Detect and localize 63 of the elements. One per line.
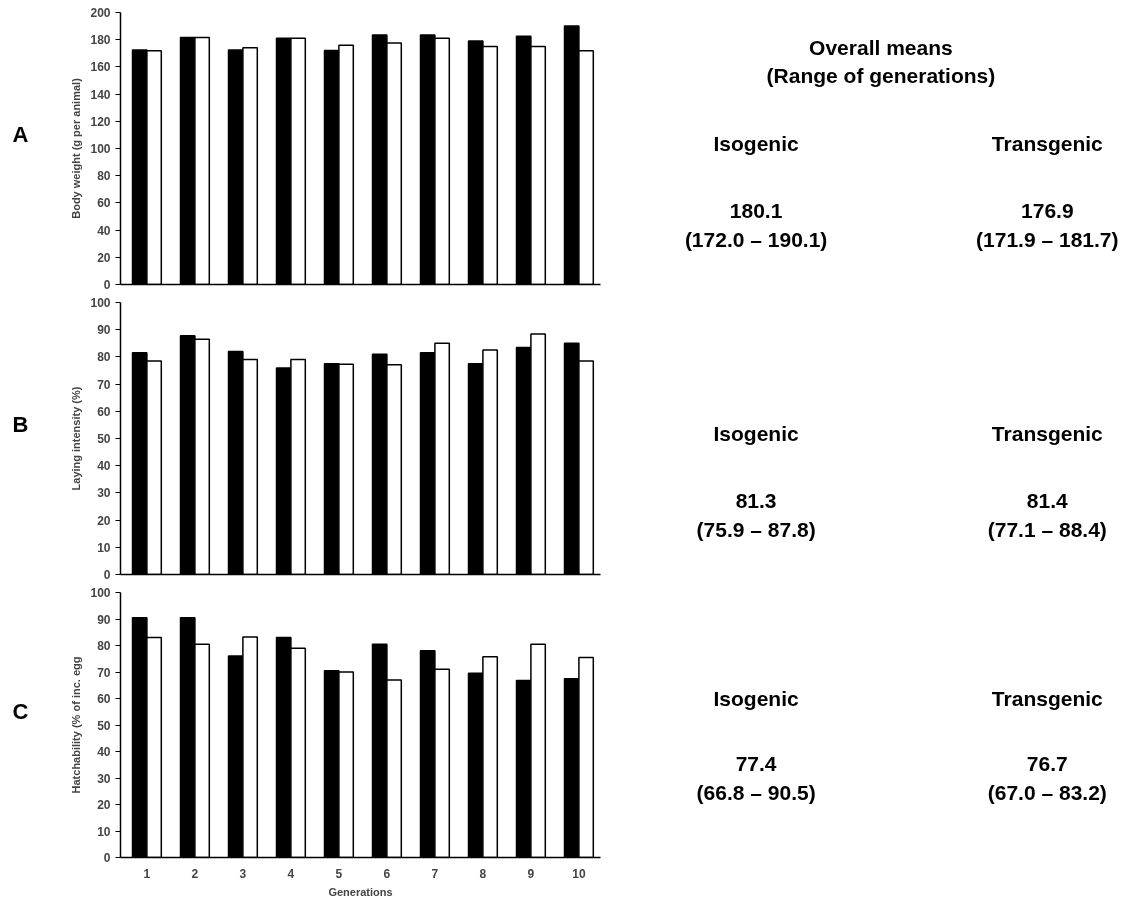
text: Isogenic <box>713 421 800 445</box>
y-tick-label: 80 <box>97 169 111 184</box>
y-tick-label: 0 <box>103 568 111 582</box>
text: Isogenic <box>713 687 800 710</box>
y-tick-label: 70 <box>97 665 111 680</box>
y-tick-label: 50 <box>97 718 111 733</box>
y-tick-label: 50 <box>97 432 111 446</box>
text: Overall means (Range of generations) <box>766 35 996 88</box>
y-tick-label: 100 <box>90 142 111 156</box>
text: 176.9 (171.9 – 181.7) <box>976 198 1119 251</box>
y-tick-label: 60 <box>97 404 111 419</box>
x-tick-label: 2 <box>191 866 199 881</box>
y-tick-label: 200 <box>90 6 111 20</box>
y-axis-title: Laying intensity (%) <box>70 386 83 491</box>
y-tick-label: 90 <box>97 323 111 338</box>
y-tick-label: 140 <box>90 87 111 102</box>
x-tick-label: 9 <box>527 866 535 881</box>
text: Transgenic <box>991 687 1104 710</box>
text: Transgenic <box>991 421 1104 445</box>
text: 77.4 (66.8 – 90.5) <box>696 752 816 804</box>
y-tick-label: 60 <box>97 692 111 706</box>
y-tick-label: 100 <box>90 586 111 600</box>
y-tick-label: 20 <box>97 250 111 265</box>
text: 81.4 (77.1 – 88.4) <box>987 488 1107 541</box>
x-tick-label: 6 <box>383 866 391 881</box>
y-tick-label: 90 <box>97 612 111 627</box>
y-tick-label: 40 <box>97 459 111 474</box>
y-tick-label: 0 <box>103 851 111 865</box>
y-tick-label: 100 <box>90 296 111 310</box>
y-tick-label: 60 <box>97 196 111 211</box>
text: 180.1 (172.0 – 190.1) <box>684 198 828 251</box>
y-tick-label: 40 <box>97 223 111 238</box>
y-tick-label: 80 <box>97 639 111 653</box>
y-tick-label: 0 <box>103 278 111 292</box>
y-tick-label: 40 <box>97 745 111 759</box>
y-tick-label: 20 <box>97 513 111 528</box>
x-axis-title: Generations <box>328 885 393 898</box>
text: Transgenic <box>991 131 1104 155</box>
text: B <box>12 412 29 438</box>
y-tick-label: 30 <box>97 771 111 786</box>
text: 76.7 (67.0 – 83.2) <box>987 752 1107 804</box>
x-tick-label: 4 <box>287 866 295 881</box>
y-tick-label: 120 <box>90 114 111 129</box>
y-tick-label: 20 <box>97 798 111 812</box>
y-tick-label: 10 <box>97 540 111 555</box>
x-tick-label: 1 <box>143 866 151 881</box>
y-axis-title: Body weight (g per animal) <box>70 77 83 219</box>
x-tick-label: 10 <box>572 866 586 881</box>
y-tick-label: 30 <box>97 486 111 501</box>
y-tick-label: 10 <box>97 824 111 839</box>
y-tick-label: 80 <box>97 350 111 365</box>
y-axis-title: Hatchability (% of inc. egg <box>70 656 83 794</box>
text: C <box>12 699 29 725</box>
y-tick-label: 180 <box>90 33 111 48</box>
text: A <box>12 122 29 148</box>
text: 81.3 (75.9 – 87.8) <box>696 488 816 541</box>
x-tick-label: 5 <box>335 866 343 881</box>
x-tick-label: 3 <box>239 866 247 881</box>
y-tick-label: 160 <box>90 60 111 75</box>
y-tick-label: 70 <box>97 377 111 392</box>
x-tick-label: 8 <box>479 866 487 881</box>
text: Isogenic <box>713 131 800 155</box>
x-tick-label: 7 <box>431 866 439 881</box>
